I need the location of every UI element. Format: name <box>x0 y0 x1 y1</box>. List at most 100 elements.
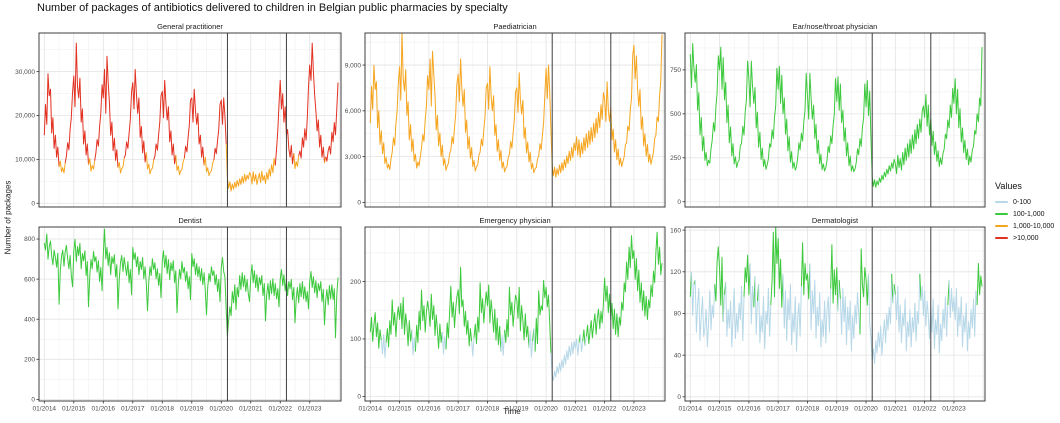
series-line <box>369 312 382 349</box>
y-tick-label: 0 <box>357 394 361 401</box>
series-line <box>528 330 534 358</box>
panel-paediatrician: Paediatrician 0 3,000 6,000 9,000 <box>345 22 666 208</box>
series-line <box>64 42 89 165</box>
x-tick-label: 01/2019 <box>180 406 204 413</box>
series-line <box>94 55 119 168</box>
series-group <box>43 42 339 192</box>
legend-key-line <box>995 213 1008 215</box>
series-line <box>500 329 506 356</box>
panel-border <box>38 32 342 208</box>
y-tick-label: 0 <box>677 394 681 401</box>
panel-ear-nose-throat-physician: Ear/nose/throat physician 0 250 500 750 <box>670 22 986 208</box>
legend-item: 100-1,000 <box>995 208 1054 220</box>
panel-border <box>38 226 342 402</box>
series-line <box>585 231 663 345</box>
legend-key-line <box>995 225 1008 227</box>
series-line <box>689 43 983 188</box>
x-tick-label: 01/2014 <box>359 406 383 413</box>
series-line <box>117 158 125 174</box>
y-tick-label: 500 <box>670 111 681 118</box>
panel-border <box>684 32 986 208</box>
series-line <box>411 329 416 356</box>
x-tick-label: 01/2019 <box>505 406 529 413</box>
series-line <box>43 73 60 167</box>
x-tick-label: 01/2014 <box>679 406 703 413</box>
x-tick-label: 01/2016 <box>417 406 441 413</box>
series-line <box>920 285 949 354</box>
panel-title: Paediatrician <box>493 22 536 31</box>
series-line <box>725 282 745 348</box>
x-tick-label: 01/2020 <box>534 406 558 413</box>
x-tick-label: 01/2014 <box>33 406 57 413</box>
y-tick-label: 600 <box>24 276 35 283</box>
series-line <box>919 273 922 302</box>
series-line <box>534 279 552 353</box>
series-line <box>714 246 724 322</box>
series-line <box>504 286 530 349</box>
series-group <box>369 231 663 381</box>
series-line <box>691 271 695 317</box>
x-tick-label: 01/2020 <box>854 406 878 413</box>
series-line <box>892 284 895 304</box>
y-tick-label: 0 <box>357 200 361 207</box>
y-tick-label: 10,000 <box>15 157 35 164</box>
series-line <box>385 297 413 348</box>
panel-dentist: Dentist 0 200 400 600 800 01/2014 01/2015 01/201… <box>24 216 342 413</box>
series-line <box>838 280 841 299</box>
panel-title: Ear/nose/throat physician <box>793 22 878 31</box>
series-line <box>582 329 586 346</box>
panel-title: Emergency physician <box>479 216 550 225</box>
x-tick-label: 01/2020 <box>210 406 234 413</box>
series-line <box>948 280 978 352</box>
y-tick-label: 3,000 <box>345 154 362 161</box>
series-line <box>894 273 921 352</box>
x-tick-label: 01/2017 <box>766 406 790 413</box>
x-tick-label: 01/2015 <box>708 406 732 413</box>
series-line <box>43 228 339 339</box>
series-line <box>414 289 443 352</box>
series-line <box>584 336 587 346</box>
y-tick-label: 400 <box>24 316 35 323</box>
series-line <box>782 273 802 352</box>
x-tick-label: 01/2021 <box>239 406 263 413</box>
y-tick-label: 80 <box>674 311 682 318</box>
panel-dermatologist: Dermatologist 0 40 80 120 160 01/2014 01/2015 01… <box>670 216 986 413</box>
x-tick-label: 01/2015 <box>62 406 86 413</box>
series-line <box>203 156 215 177</box>
x-tick-label: 01/2022 <box>913 406 937 413</box>
x-tick-label: 01/2021 <box>564 406 588 413</box>
panel-border <box>364 226 666 402</box>
x-tick-label: 01/2023 <box>622 406 646 413</box>
y-tick-label: 0 <box>31 200 35 207</box>
series-line <box>183 88 205 166</box>
y-tick-label: 200 <box>350 279 361 286</box>
legend-item: 0-100 <box>995 196 1054 208</box>
series-line <box>380 333 387 358</box>
x-tick-label: 01/2022 <box>268 406 292 413</box>
series-line <box>225 143 276 192</box>
y-tick-label: 9,000 <box>345 62 362 69</box>
legend-key-line <box>995 201 1008 203</box>
x-tick-label: 01/2018 <box>796 406 820 413</box>
legend-title: Values <box>995 181 1022 191</box>
series-line <box>441 332 447 355</box>
series-line <box>213 97 227 160</box>
y-tick-label: 120 <box>670 269 681 276</box>
x-tick-label: 01/2023 <box>942 406 966 413</box>
y-tick-label: 20,000 <box>15 113 35 120</box>
y-tick-label: 6,000 <box>345 108 362 115</box>
panel-general-practitioner: General practitioner 0 10,000 20,000 30,000 <box>15 22 342 208</box>
series-group <box>369 33 663 178</box>
legend: Values 0-100 100-1,000 1,000-10,000 >10,000 <box>995 181 1054 244</box>
series-line <box>722 294 725 322</box>
x-tick-label: 01/2017 <box>121 406 145 413</box>
series-line <box>298 42 325 163</box>
series-line <box>175 154 185 176</box>
y-tick-label: 200 <box>24 357 35 364</box>
y-tick-label: 0 <box>31 397 35 404</box>
series-line <box>743 254 751 297</box>
x-tick-label: 01/2023 <box>298 406 322 413</box>
legend-item-label: 0-100 <box>1013 198 1031 206</box>
series-line <box>758 284 772 350</box>
